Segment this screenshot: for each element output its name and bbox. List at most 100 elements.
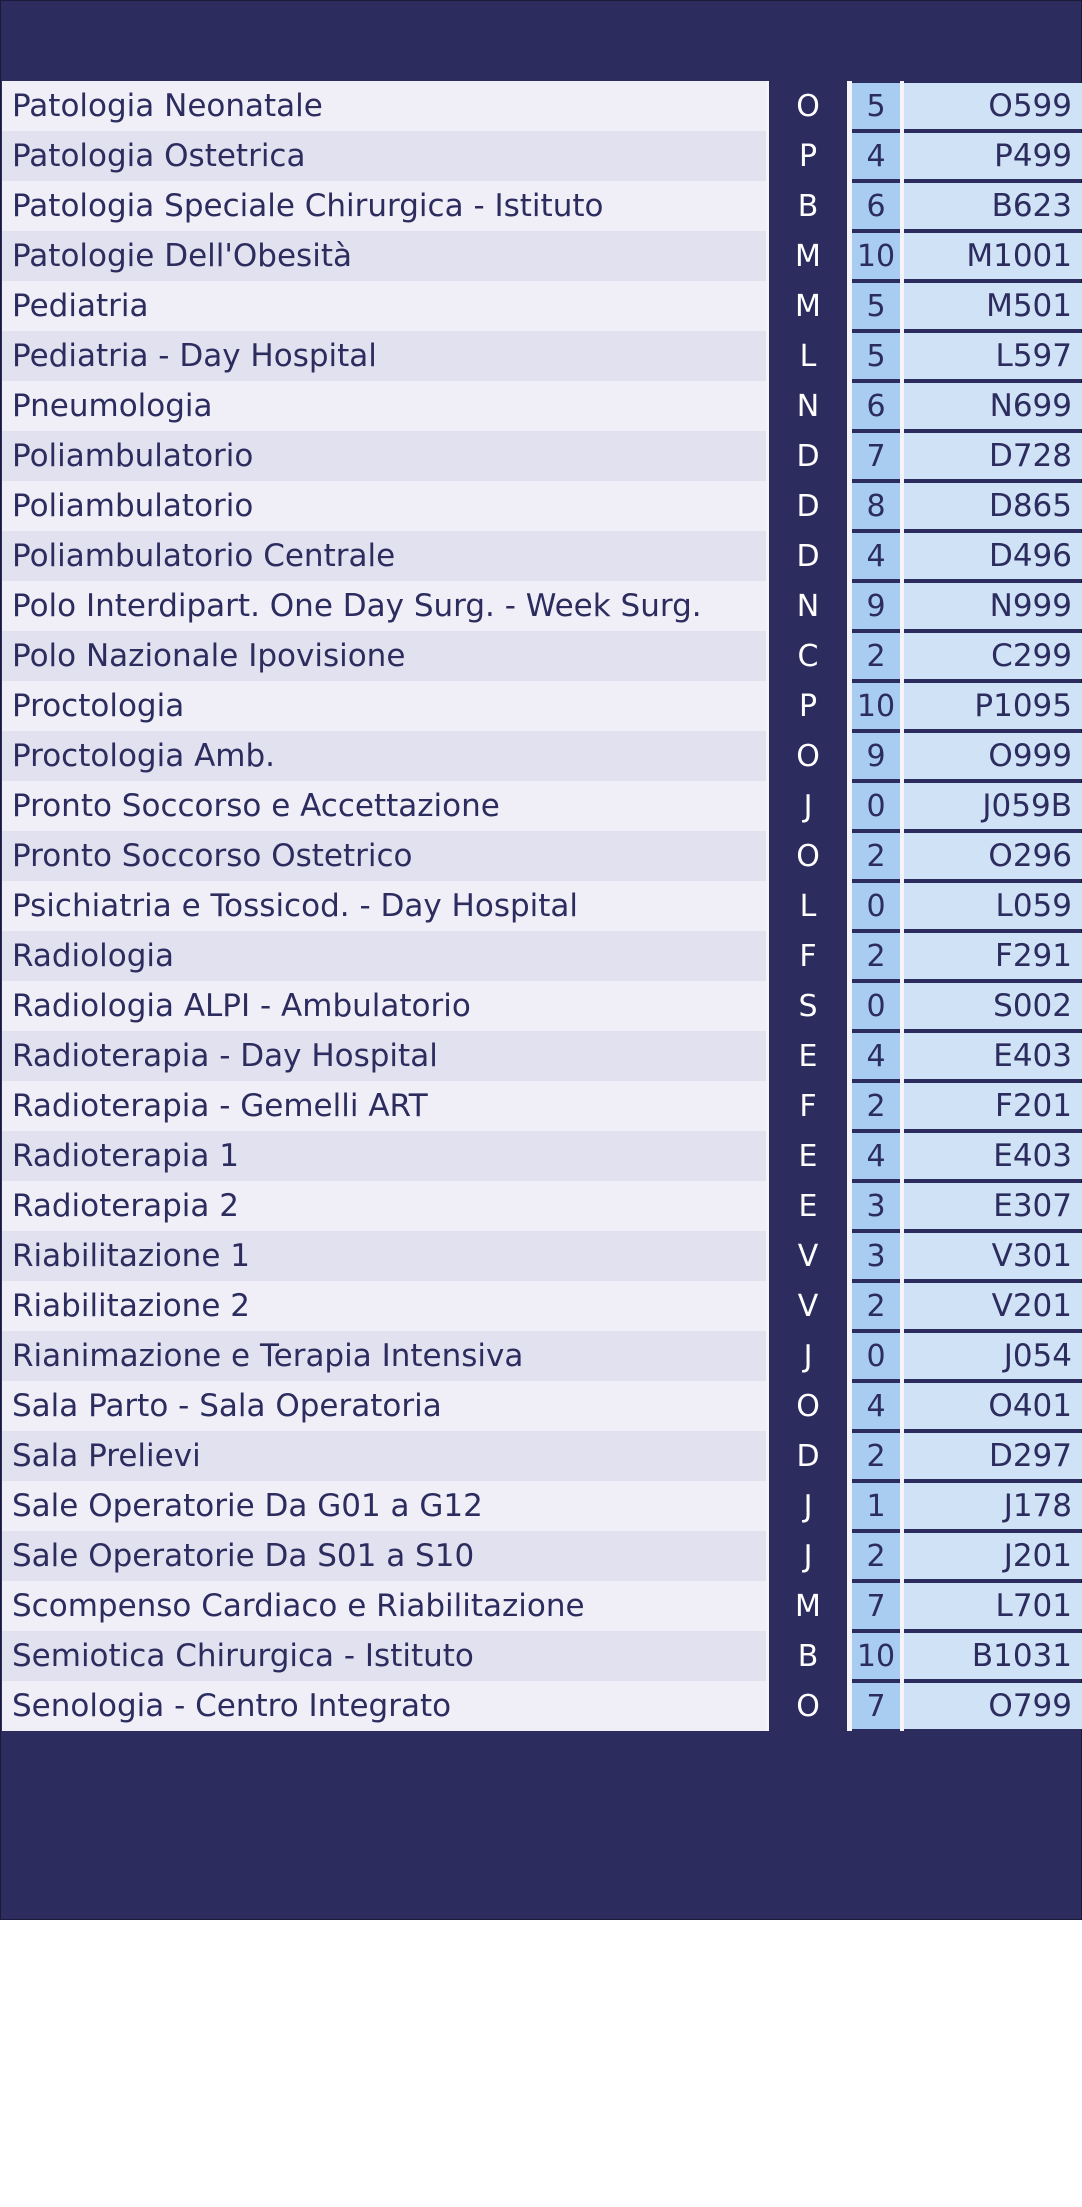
room-code: E307 xyxy=(904,1183,1082,1229)
table-row: Scompenso Cardiaco e Riabilitazione M 7 L70… xyxy=(2,1581,1082,1631)
table-row: Sala Parto - Sala Operatoria O 4 O401 xyxy=(2,1381,1082,1431)
cell-divider xyxy=(900,581,904,631)
cell-divider xyxy=(847,231,852,281)
room-code: O599 xyxy=(904,83,1082,129)
department-name: Pediatria - Day Hospital xyxy=(2,331,766,381)
cell-divider xyxy=(766,631,769,681)
department-name: Pronto Soccorso Ostetrico xyxy=(2,831,766,881)
floor-number: 7 xyxy=(852,433,900,479)
table-row: Pediatria M 5 M501 xyxy=(2,281,1082,331)
cell-divider xyxy=(900,431,904,481)
floor-number: 2 xyxy=(852,633,900,679)
department-list: Patologia Neonatale O 5 O599 Patologia Ostet… xyxy=(2,81,1082,1731)
floor-number: 6 xyxy=(852,183,900,229)
cell-divider xyxy=(766,1081,769,1131)
department-name: Radiologia xyxy=(2,931,766,981)
cell-divider xyxy=(900,1031,904,1081)
floor-number: 2 xyxy=(852,1533,900,1579)
cell-divider xyxy=(766,1281,769,1331)
building-letter: N xyxy=(769,383,847,429)
cell-divider xyxy=(766,181,769,231)
cell-divider xyxy=(847,831,852,881)
table-row: Proctologia Amb. O 9 O999 xyxy=(2,731,1082,781)
cell-divider xyxy=(847,881,852,931)
room-code: F201 xyxy=(904,1083,1082,1129)
department-name: Poliambulatorio Centrale xyxy=(2,531,766,581)
table-row: Radioterapia 1 E 4 E403 xyxy=(2,1131,1082,1181)
building-letter: M xyxy=(769,233,847,279)
room-code: B1031 xyxy=(904,1633,1082,1679)
cell-divider xyxy=(900,1381,904,1431)
cell-divider xyxy=(900,1131,904,1181)
room-code: L701 xyxy=(904,1583,1082,1629)
building-letter: P xyxy=(769,683,847,729)
cell-divider xyxy=(900,1681,904,1731)
room-code: C299 xyxy=(904,633,1082,679)
cell-divider xyxy=(847,431,852,481)
cell-divider xyxy=(766,1381,769,1431)
cell-divider xyxy=(900,181,904,231)
cell-divider xyxy=(900,1181,904,1231)
cell-divider xyxy=(900,231,904,281)
department-name: Patologia Speciale Chirurgica - Istituto xyxy=(2,181,766,231)
building-letter: M xyxy=(769,1583,847,1629)
floor-number: 6 xyxy=(852,383,900,429)
floor-number: 0 xyxy=(852,1333,900,1379)
floor-number: 7 xyxy=(852,1683,900,1729)
building-letter: O xyxy=(769,833,847,879)
cell-divider xyxy=(766,1331,769,1381)
cell-divider xyxy=(900,381,904,431)
room-code: P499 xyxy=(904,133,1082,179)
header-band xyxy=(1,1,1081,80)
department-name: Poliambulatorio xyxy=(2,431,766,481)
cell-divider xyxy=(847,481,852,531)
room-code: F291 xyxy=(904,933,1082,979)
table-row: Proctologia P 10 P1095 xyxy=(2,681,1082,731)
cell-divider xyxy=(847,1031,852,1081)
cell-divider xyxy=(766,781,769,831)
cell-divider xyxy=(847,531,852,581)
table-row: Pediatria - Day Hospital L 5 L597 xyxy=(2,331,1082,381)
table-row: Poliambulatorio D 7 D728 xyxy=(2,431,1082,481)
table-row: Radioterapia - Day Hospital E 4 E403 xyxy=(2,1031,1082,1081)
building-letter: B xyxy=(769,183,847,229)
table-row: Patologie Dell'Obesità M 10 M1001 xyxy=(2,231,1082,281)
cell-divider xyxy=(766,331,769,381)
cell-divider xyxy=(766,1031,769,1081)
floor-number: 10 xyxy=(852,1633,900,1679)
building-letter: J xyxy=(769,1483,847,1529)
table-row: Polo Interdipart. One Day Surg. - Week S… xyxy=(2,581,1082,631)
building-letter: J xyxy=(769,1533,847,1579)
cell-divider xyxy=(900,1481,904,1531)
floor-number: 9 xyxy=(852,733,900,779)
cell-divider xyxy=(766,231,769,281)
cell-divider xyxy=(847,1581,852,1631)
building-letter: N xyxy=(769,583,847,629)
building-letter: D xyxy=(769,483,847,529)
cell-divider xyxy=(766,581,769,631)
building-letter: D xyxy=(769,1433,847,1479)
cell-divider xyxy=(900,81,904,131)
cell-divider xyxy=(900,481,904,531)
cell-divider xyxy=(900,731,904,781)
table-row: Riabilitazione 1 V 3 V301 xyxy=(2,1231,1082,1281)
cell-divider xyxy=(766,1581,769,1631)
building-letter: E xyxy=(769,1033,847,1079)
building-letter: J xyxy=(769,783,847,829)
room-code: S002 xyxy=(904,983,1082,1029)
cell-divider xyxy=(847,681,852,731)
table-row: Pneumologia N 6 N699 xyxy=(2,381,1082,431)
room-code: N999 xyxy=(904,583,1082,629)
room-code: L597 xyxy=(904,333,1082,379)
table-row: Sale Operatorie Da S01 a S10 J 2 J201 xyxy=(2,1531,1082,1581)
floor-number: 9 xyxy=(852,583,900,629)
room-code: V301 xyxy=(904,1233,1082,1279)
room-code: P1095 xyxy=(904,683,1082,729)
cell-divider xyxy=(900,981,904,1031)
building-letter: S xyxy=(769,983,847,1029)
cell-divider xyxy=(766,1131,769,1181)
floor-number: 10 xyxy=(852,233,900,279)
cell-divider xyxy=(847,1131,852,1181)
cell-divider xyxy=(766,431,769,481)
room-code: O401 xyxy=(904,1383,1082,1429)
